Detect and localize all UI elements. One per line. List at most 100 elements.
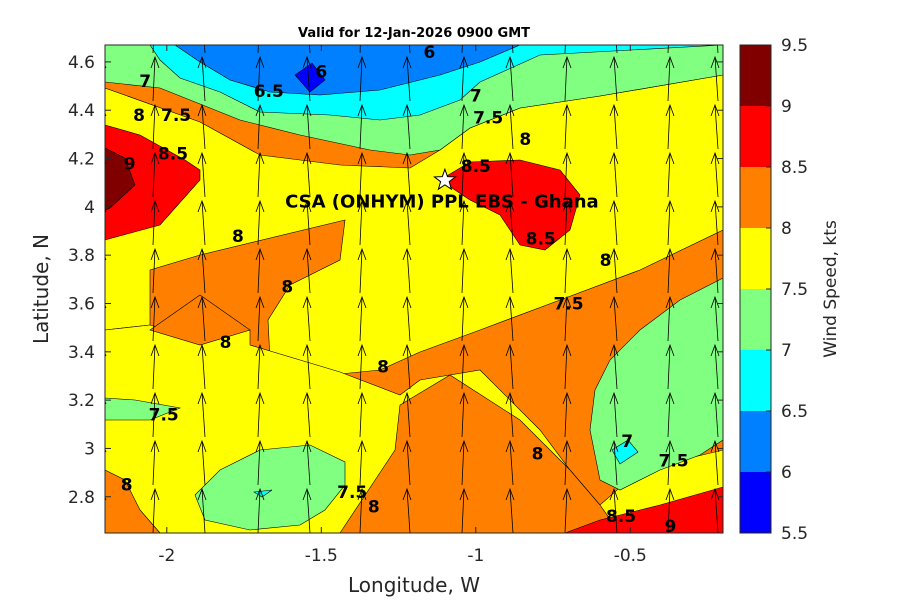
wind-arrow (609, 55, 619, 102)
wind-arrow (255, 295, 265, 342)
wind-arrow (667, 45, 669, 54)
contour-label: 7 (139, 72, 151, 92)
wind-arrow (665, 199, 675, 246)
contour-region-9-9.5 (105, 147, 136, 211)
wind-arrow (357, 55, 367, 102)
y-tick-label: 3.4 (68, 343, 95, 363)
wind-arrow (505, 439, 515, 486)
wind-arrow (459, 55, 469, 102)
x-tick-label: -1.5 (305, 546, 338, 566)
wind-arrow (302, 199, 312, 246)
wind-arrow (402, 151, 412, 198)
contour-label: 7 (470, 87, 482, 107)
wind-arrow (302, 295, 312, 342)
contour-label: 8.5 (461, 157, 491, 177)
wind-arrow (665, 247, 675, 294)
wind-arrow (505, 151, 515, 198)
colorbar-segment (740, 411, 771, 472)
wind-arrow (562, 343, 572, 390)
wind-arrow (357, 343, 367, 390)
wind-arrow (255, 103, 265, 150)
wind-arrow (255, 439, 265, 486)
wind-arrow (150, 391, 160, 438)
wind-arrow (562, 199, 572, 246)
wind-arrow (609, 391, 619, 438)
contour-label: 6 (424, 43, 436, 63)
wind-arrow (717, 45, 719, 54)
wind-arrow (459, 439, 469, 486)
wind-arrow (616, 45, 618, 54)
wind-arrow (402, 487, 412, 533)
wind-arrow (197, 199, 207, 246)
contour-label: 7.5 (149, 406, 179, 426)
wind-arrow (150, 103, 160, 150)
contour-label: 8 (532, 444, 544, 464)
wind-arrow (562, 487, 572, 533)
wind-arrow (609, 487, 619, 533)
wind-arrow (562, 391, 572, 438)
wind-arrow (505, 343, 515, 390)
wind-arrow (402, 391, 412, 438)
x-tick-label: -2 (158, 546, 175, 566)
wind-arrow (204, 45, 206, 54)
contour-label: 8 (368, 497, 380, 517)
wind-arrow (255, 343, 265, 390)
contour-label: 8 (600, 251, 612, 271)
wind-arrow (255, 247, 265, 294)
wind-arrow (302, 487, 312, 533)
wind-arrow (150, 151, 160, 198)
contour-label: 7.5 (473, 108, 503, 128)
wind-arrow (459, 391, 469, 438)
colorbar-label: Wind Speed, kts (821, 220, 841, 358)
wind-arrow (562, 151, 572, 198)
y-tick-label: 4.6 (68, 53, 95, 73)
wind-arrow (710, 151, 720, 198)
wind-arrow (459, 247, 469, 294)
y-tick-label: 3.6 (68, 294, 95, 314)
wind-arrow (459, 103, 469, 150)
wind-arrow (257, 45, 259, 54)
contour-region-7-7.5 (589, 277, 723, 491)
wind-arrow (359, 45, 361, 54)
wind-arrow (710, 199, 720, 246)
colorbar-segment (740, 350, 771, 411)
contour-label: 8.5 (526, 229, 556, 249)
contour-label: 8 (121, 476, 133, 496)
contour-label: 9 (124, 154, 136, 174)
y-tick-label: 4.2 (68, 150, 95, 170)
wind-arrow (609, 247, 619, 294)
wind-arrow (357, 151, 367, 198)
wind-arrow (459, 199, 469, 246)
contour-label: 8 (377, 357, 389, 377)
contour-label: 6.5 (254, 82, 284, 102)
wind-arrow (197, 295, 207, 342)
wind-arrow (710, 103, 720, 150)
chart-title: Valid for 12-Jan-2026 0900 GMT (298, 26, 530, 41)
wind-arrow (357, 103, 367, 150)
wind-arrow (255, 55, 265, 102)
wind-arrow (505, 247, 515, 294)
contour-region-5.5-6 (294, 62, 326, 93)
colorbar-tick-label: 6.5 (781, 402, 808, 422)
site-marker: CSA (ONHYM) PPL EBS - Ghana (285, 167, 599, 212)
colorbar-tick-label: 8.5 (781, 158, 808, 178)
contour-label: 7.5 (553, 294, 583, 314)
wind-arrow (505, 295, 515, 342)
wind-arrow (505, 199, 515, 246)
wind-arrow (302, 391, 312, 438)
wind-arrow (459, 151, 469, 198)
wind-arrow (459, 295, 469, 342)
wind-arrow (150, 487, 160, 533)
contour-region-8.5-9 (105, 124, 201, 241)
contour-label: 7.5 (161, 106, 191, 126)
wind-arrow (357, 247, 367, 294)
wind-arrow (402, 343, 412, 390)
wind-arrow (609, 103, 619, 150)
contour-region-8-8.5 (149, 294, 251, 346)
contour-fill-layer (105, 45, 723, 533)
wind-arrow (665, 343, 675, 390)
colorbar-tick-label: 9 (781, 97, 792, 117)
wind-arrow (402, 439, 412, 486)
